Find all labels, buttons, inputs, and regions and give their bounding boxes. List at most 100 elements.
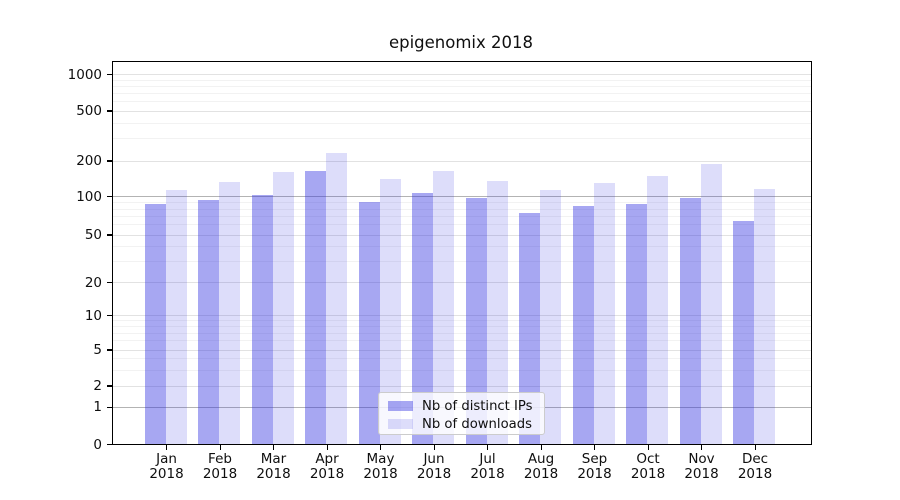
bar-distinct-ips-jun — [412, 193, 433, 444]
gridline-major — [113, 196, 811, 198]
y-tick-mark — [107, 406, 112, 408]
y-tick-label-500: 500 — [76, 103, 102, 119]
chart-title: epigenomix 2018 — [388, 33, 534, 52]
y-tick-label-1000: 1000 — [67, 66, 102, 83]
y-tick-mark — [107, 315, 112, 317]
x-tick-mark — [754, 445, 756, 450]
bar-distinct-ips-nov — [679, 197, 701, 444]
gridline-minor — [113, 358, 811, 360]
bar-distinct-ips-apr — [305, 170, 326, 444]
x-tick-mark — [540, 445, 542, 450]
gridline-minor — [113, 202, 811, 204]
legend: Nb of distinct IPs Nb of downloads — [378, 392, 545, 435]
bar-distinct-ips-jul — [465, 197, 487, 444]
legend-row-downloads: Nb of downloads — [379, 415, 544, 433]
gridline-minor — [113, 100, 811, 102]
gridline-minor — [113, 246, 811, 248]
bar-distinct-ips-jan — [144, 203, 166, 444]
gridline-minor — [113, 79, 811, 81]
x-tick-label-apr: Apr 2018 — [309, 451, 345, 482]
y-tick-mark — [107, 385, 112, 387]
x-tick-label-sep: Sep 2018 — [577, 451, 612, 482]
gridline — [113, 234, 811, 236]
x-tick-mark — [647, 445, 649, 450]
gridline — [113, 282, 811, 284]
bar-downloads-jun — [433, 170, 454, 444]
gridline-minor — [113, 340, 811, 342]
x-tick-mark — [380, 445, 382, 450]
bar-distinct-ips-dec — [733, 220, 754, 444]
bar-distinct-ips-oct — [626, 203, 647, 444]
gridline-minor — [113, 138, 811, 140]
x-tick-mark — [594, 445, 596, 450]
gridline — [113, 74, 811, 75]
x-tick-mark — [701, 445, 703, 450]
gridline — [113, 385, 811, 387]
bar-downloads-oct — [647, 175, 668, 444]
plot-area: Nb of distinct IPs Nb of downloads — [112, 61, 812, 445]
legend-swatch-distinct-ips — [388, 401, 413, 411]
bar-downloads-jan — [165, 189, 187, 444]
gridline-minor — [113, 332, 811, 334]
gridline-minor — [113, 85, 811, 87]
gridline-minor — [113, 208, 811, 210]
gridline-minor — [113, 92, 811, 94]
bar-distinct-ips-feb — [198, 200, 219, 444]
x-tick-mark — [433, 445, 435, 450]
bar-downloads-aug — [540, 190, 561, 444]
x-tick-mark — [219, 445, 221, 450]
x-tick-label-mar: Mar 2018 — [256, 451, 291, 482]
gridline-minor — [113, 122, 811, 124]
gridline-minor — [113, 369, 811, 371]
x-tick-mark — [326, 445, 328, 450]
y-tick-label-1: 1 — [93, 399, 102, 416]
legend-swatch-downloads — [388, 419, 413, 429]
y-tick-label-100: 100 — [76, 188, 102, 205]
y-tick-label-2: 2 — [93, 378, 102, 394]
bar-downloads-feb — [219, 182, 240, 444]
legend-label-distinct-ips: Nb of distinct IPs — [422, 398, 533, 414]
x-tick-mark — [487, 445, 489, 450]
bar-downloads-sep — [593, 182, 615, 444]
bar-distinct-ips-may — [358, 201, 380, 444]
bar-downloads-apr — [326, 152, 347, 444]
x-tick-label-may: May 2018 — [363, 451, 398, 482]
y-tick-mark — [107, 443, 112, 446]
y-tick-label-0: 0 — [93, 436, 102, 453]
gridline-minor — [113, 320, 811, 322]
bar-downloads-dec — [754, 188, 775, 444]
y-tick-label-5: 5 — [93, 342, 102, 358]
x-tick-label-jun: Jun 2018 — [416, 451, 452, 482]
y-tick-mark — [107, 282, 112, 284]
x-tick-label-dec: Dec 2018 — [737, 451, 773, 482]
y-tick-label-20: 20 — [84, 274, 102, 291]
gridline-minor — [113, 224, 811, 226]
x-tick-mark — [273, 445, 275, 450]
x-tick-label-nov: Nov 2018 — [684, 451, 719, 482]
bar-downloads-may — [379, 179, 401, 444]
x-tick-label-jul: Jul 2018 — [470, 451, 505, 482]
gridline — [113, 160, 811, 162]
x-tick-mark — [166, 445, 168, 450]
x-tick-label-feb: Feb 2018 — [202, 451, 238, 482]
bar-distinct-ips-aug — [519, 212, 540, 444]
y-tick-label-10: 10 — [84, 307, 102, 324]
bar-distinct-ips-mar — [251, 195, 273, 444]
x-tick-label-aug: Aug 2018 — [523, 451, 559, 482]
y-tick-mark — [107, 110, 112, 112]
y-tick-mark — [107, 349, 112, 351]
y-tick-label-50: 50 — [84, 227, 102, 243]
legend-label-downloads: Nb of downloads — [422, 416, 532, 432]
x-tick-label-oct: Oct 2018 — [630, 451, 666, 482]
bar-distinct-ips-sep — [572, 206, 594, 444]
y-tick-mark — [107, 234, 112, 236]
bar-downloads-jul — [486, 181, 508, 444]
gridline-minor — [113, 261, 811, 263]
gridline — [113, 349, 811, 351]
y-tick-label-200: 200 — [76, 153, 102, 169]
bar-downloads-mar — [272, 172, 294, 444]
gridline — [113, 110, 811, 112]
x-tick-label-jan: Jan 2018 — [149, 451, 184, 482]
y-tick-mark — [107, 196, 112, 198]
